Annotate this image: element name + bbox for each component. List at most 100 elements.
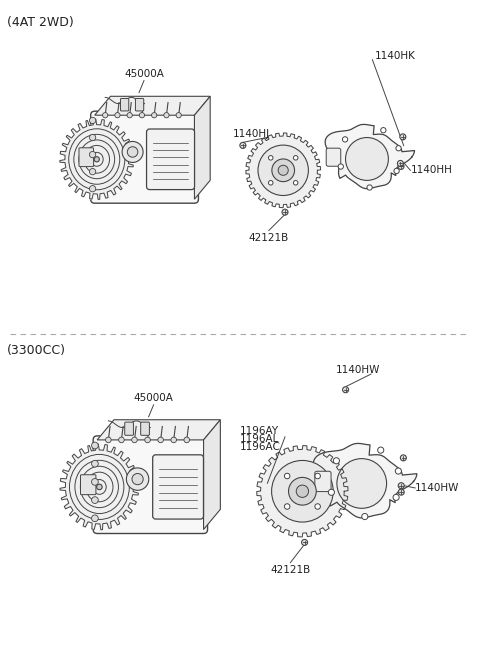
Circle shape bbox=[89, 134, 96, 141]
Polygon shape bbox=[194, 96, 210, 199]
FancyBboxPatch shape bbox=[135, 98, 144, 111]
Circle shape bbox=[337, 458, 386, 508]
Polygon shape bbox=[325, 124, 415, 189]
Circle shape bbox=[328, 489, 335, 495]
Circle shape bbox=[145, 437, 150, 443]
Circle shape bbox=[285, 474, 290, 479]
Circle shape bbox=[127, 147, 138, 157]
Circle shape bbox=[152, 113, 157, 118]
Polygon shape bbox=[257, 445, 348, 537]
Circle shape bbox=[139, 113, 144, 118]
Circle shape bbox=[127, 113, 132, 118]
Text: 1140HK: 1140HK bbox=[374, 50, 415, 61]
Circle shape bbox=[272, 460, 333, 522]
Circle shape bbox=[285, 504, 290, 509]
Circle shape bbox=[89, 168, 96, 175]
Text: 1196AC: 1196AC bbox=[240, 442, 281, 452]
Circle shape bbox=[171, 437, 177, 443]
Text: 45000A: 45000A bbox=[124, 69, 164, 79]
Circle shape bbox=[346, 138, 388, 180]
Text: (3300CC): (3300CC) bbox=[7, 344, 66, 357]
Circle shape bbox=[400, 455, 407, 461]
FancyBboxPatch shape bbox=[120, 98, 129, 111]
Circle shape bbox=[92, 442, 98, 449]
Circle shape bbox=[115, 113, 120, 118]
Circle shape bbox=[333, 458, 339, 464]
FancyBboxPatch shape bbox=[326, 148, 341, 166]
Circle shape bbox=[272, 159, 295, 181]
Ellipse shape bbox=[94, 157, 99, 162]
Circle shape bbox=[396, 145, 401, 151]
Text: 1140HW: 1140HW bbox=[415, 483, 459, 493]
Circle shape bbox=[92, 496, 98, 504]
Circle shape bbox=[396, 468, 401, 474]
Circle shape bbox=[92, 479, 98, 485]
Circle shape bbox=[89, 117, 96, 124]
Circle shape bbox=[394, 168, 399, 174]
Circle shape bbox=[282, 209, 288, 215]
Circle shape bbox=[397, 160, 403, 166]
Ellipse shape bbox=[96, 484, 102, 490]
Text: 42121B: 42121B bbox=[270, 565, 311, 574]
Circle shape bbox=[342, 137, 348, 142]
Circle shape bbox=[315, 504, 320, 509]
FancyBboxPatch shape bbox=[91, 111, 198, 203]
FancyBboxPatch shape bbox=[153, 455, 204, 519]
Polygon shape bbox=[246, 133, 321, 208]
Circle shape bbox=[176, 113, 181, 118]
Circle shape bbox=[106, 437, 111, 443]
Polygon shape bbox=[60, 119, 134, 199]
Polygon shape bbox=[97, 420, 220, 440]
Circle shape bbox=[184, 437, 190, 443]
Polygon shape bbox=[313, 443, 417, 518]
Circle shape bbox=[268, 156, 273, 160]
Circle shape bbox=[103, 113, 108, 118]
Circle shape bbox=[301, 540, 308, 546]
FancyBboxPatch shape bbox=[81, 475, 96, 495]
Text: 1196AL: 1196AL bbox=[240, 434, 279, 444]
Circle shape bbox=[92, 460, 98, 467]
Circle shape bbox=[92, 515, 98, 521]
Circle shape bbox=[378, 447, 384, 453]
Circle shape bbox=[293, 156, 298, 160]
Text: 45000A: 45000A bbox=[133, 393, 174, 403]
Circle shape bbox=[398, 164, 404, 170]
Circle shape bbox=[367, 185, 372, 190]
Circle shape bbox=[381, 128, 386, 133]
Circle shape bbox=[89, 151, 96, 158]
Circle shape bbox=[393, 495, 399, 500]
Circle shape bbox=[132, 437, 137, 443]
FancyBboxPatch shape bbox=[125, 422, 133, 436]
Text: 1140HJ: 1140HJ bbox=[233, 129, 270, 140]
Circle shape bbox=[293, 181, 298, 185]
Circle shape bbox=[362, 514, 368, 519]
Circle shape bbox=[315, 474, 320, 479]
Polygon shape bbox=[204, 420, 220, 529]
Circle shape bbox=[122, 141, 143, 162]
Circle shape bbox=[398, 489, 404, 495]
Circle shape bbox=[240, 142, 246, 149]
Circle shape bbox=[164, 113, 169, 118]
Circle shape bbox=[288, 477, 316, 505]
FancyBboxPatch shape bbox=[146, 129, 194, 189]
FancyBboxPatch shape bbox=[315, 471, 331, 492]
Text: 42121B: 42121B bbox=[249, 233, 289, 242]
Circle shape bbox=[126, 468, 149, 491]
Circle shape bbox=[158, 437, 163, 443]
Circle shape bbox=[343, 386, 348, 393]
Text: 1140HW: 1140HW bbox=[336, 365, 380, 375]
Circle shape bbox=[338, 164, 343, 169]
Text: 1196AY: 1196AY bbox=[240, 426, 279, 436]
FancyBboxPatch shape bbox=[141, 422, 149, 436]
Text: (4AT 2WD): (4AT 2WD) bbox=[7, 16, 74, 29]
FancyBboxPatch shape bbox=[93, 436, 207, 534]
Text: 1140HH: 1140HH bbox=[410, 165, 452, 176]
Circle shape bbox=[398, 483, 404, 489]
Circle shape bbox=[278, 165, 288, 176]
FancyBboxPatch shape bbox=[79, 148, 94, 166]
Polygon shape bbox=[60, 444, 139, 530]
Circle shape bbox=[296, 485, 309, 497]
Circle shape bbox=[89, 185, 96, 192]
Polygon shape bbox=[95, 96, 210, 115]
Circle shape bbox=[119, 437, 124, 443]
